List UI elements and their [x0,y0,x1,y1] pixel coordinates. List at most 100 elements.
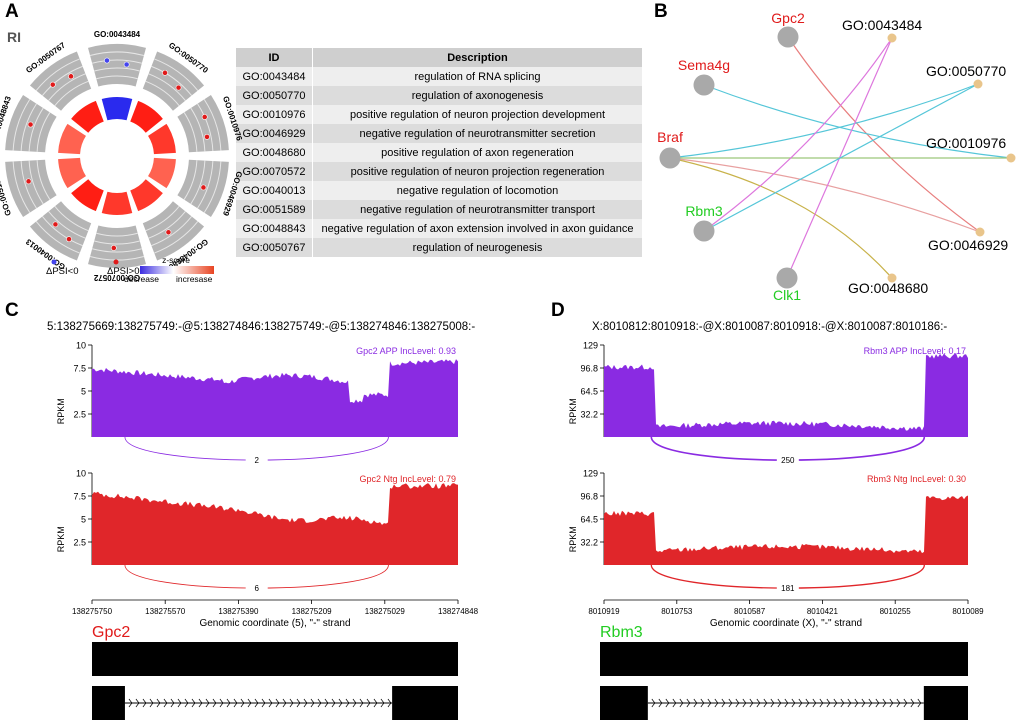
table-cell-description: regulation of neurogenesis [312,238,643,257]
y-tick-label: 129 [583,341,598,351]
table-cell-description: negative regulation of locomotion [312,181,643,200]
track-label: Rbm3 Ntg IncLevel: 0.30 [867,474,966,484]
go-term-node [887,273,897,283]
go-sector-zscore-bar [130,179,163,212]
go-sector-gridline [148,73,186,101]
y-tick-label: 64.5 [580,515,598,525]
go-sector-outer [5,159,57,217]
intron-strand-arrow [770,698,775,708]
go-sector-outer [142,51,205,111]
y-axis-label: RPKM [56,398,66,424]
chord-link [669,157,981,233]
intron-strand-arrow [149,698,154,708]
gene-node [777,26,799,48]
event-coordinates-title: X:8010812:8010918:-@X:8010087:8010918:-@… [592,321,947,333]
panel-letter-d: D [551,300,565,321]
go-sector-outer [29,51,92,111]
go-term-table: ID Description GO:0043484 regulation of R… [236,48,643,257]
chord-link [669,83,979,159]
go-term-label: GO:0046929 [928,237,1008,253]
table-cell-description: regulation of RNA splicing [312,67,643,86]
table-cell-id: GO:0048680 [236,143,313,162]
go-sector-zscore-bar [101,191,133,216]
intron-strand-arrow [651,698,656,708]
intron-strand-arrow [198,698,203,708]
go-sector-gridline [89,51,145,57]
table-cell-description: positive regulation of neuron projection… [312,162,643,181]
table-cell-id: GO:0010976 [236,105,313,124]
intron-strand-arrow [317,698,322,708]
table-cell-description: regulation of axonogenesis [312,86,643,105]
y-tick-label: 7.5 [73,492,86,502]
x-tick-label: 8010089 [952,607,984,616]
go-sector-gridline [12,161,31,213]
go-circle-plot: GO:0043484GO:0050770GO:0010976GO:0046929… [0,30,244,282]
coverage-track [92,359,458,437]
gene-node [693,220,715,242]
legend-pos-marker [113,259,119,265]
go-sector-zscore-bar [71,179,104,212]
legend-neg-label: ΔPSI<0 [46,266,79,277]
intron-strand-arrow [212,698,217,708]
gene-label: Rbm3 [685,203,723,219]
y-axis-label: RPKM [56,526,66,552]
go-sector-zscore-bar [130,100,163,133]
go-sector-gridline [54,80,89,106]
go-sector-point [204,133,210,140]
go-sector-gridline [145,206,180,232]
table-row: GO:0051589 negative regulation of neurotr… [236,200,643,219]
go-circle-legend: ΔPSI<0 ΔPSI>0 z-score decrease incresase [46,255,214,284]
go-sector-gridline [96,75,138,80]
go-sector-point [25,178,32,185]
y-tick-label: 7.5 [73,364,86,374]
gene-node [693,74,715,96]
table-cell-description: negative regulation of neurotransmitter … [312,200,643,219]
intron-strand-arrow [387,698,392,708]
go-sector-label: GO:0070572 [93,273,140,282]
go-sector-gridline [183,160,198,200]
intron-strand-arrow [205,698,210,708]
table-row: GO:0048680 positive regulation of axon re… [236,143,643,162]
intron-strand-arrow [240,698,245,708]
intron-strand-arrow [875,698,880,708]
intron-strand-arrow [219,698,224,708]
go-term-node [973,79,983,89]
intron-strand-arrow [735,698,740,708]
go-sector-gridline [42,216,83,247]
panel-letter-c: C [5,300,19,321]
intron-strand-arrow [331,698,336,708]
y-axis-label: RPKM [568,398,578,424]
intron-strand-arrow [910,698,915,708]
intron-strand-arrow [282,698,287,708]
table-cell-description: positive regulation of neuron projection… [312,105,643,124]
table-row: GO:0050767 regulation of neurogenesis [236,238,643,257]
go-sector-gridline [20,103,37,152]
go-sector-gridline [36,112,51,152]
go-sector-point [123,61,130,68]
x-tick-label: 138275029 [365,607,406,616]
table-cell-id: GO:0043484 [236,67,313,86]
legend-zscore-gradient [140,266,214,274]
intron-strand-arrow [672,698,677,708]
go-sector-point [52,221,59,228]
go-sector-gridline [42,65,83,96]
intron-strand-arrow [798,698,803,708]
go-sector-gridline [148,211,186,239]
y-tick-label: 32.2 [580,538,598,548]
intron-strand-arrow [868,698,873,708]
go-sector-zscore-bar [71,100,104,133]
go-sector-gridline [92,59,142,64]
y-tick-label: 96.8 [580,492,598,502]
intron-strand-arrow [380,698,385,708]
intron-strand-arrow [700,698,705,708]
intron-strand-arrow [665,698,670,708]
intron-strand-arrow [275,698,280,708]
go-sector-gridline [197,160,214,209]
go-sector-point [104,57,110,64]
event-coordinates-title: 5:138275669:138275749:-@5:138274846:1382… [47,321,475,333]
intron-strand-arrow [142,698,147,708]
transcript-exon-full [92,642,458,676]
x-tick-label: 138275390 [218,607,259,616]
gene-node [776,267,798,289]
